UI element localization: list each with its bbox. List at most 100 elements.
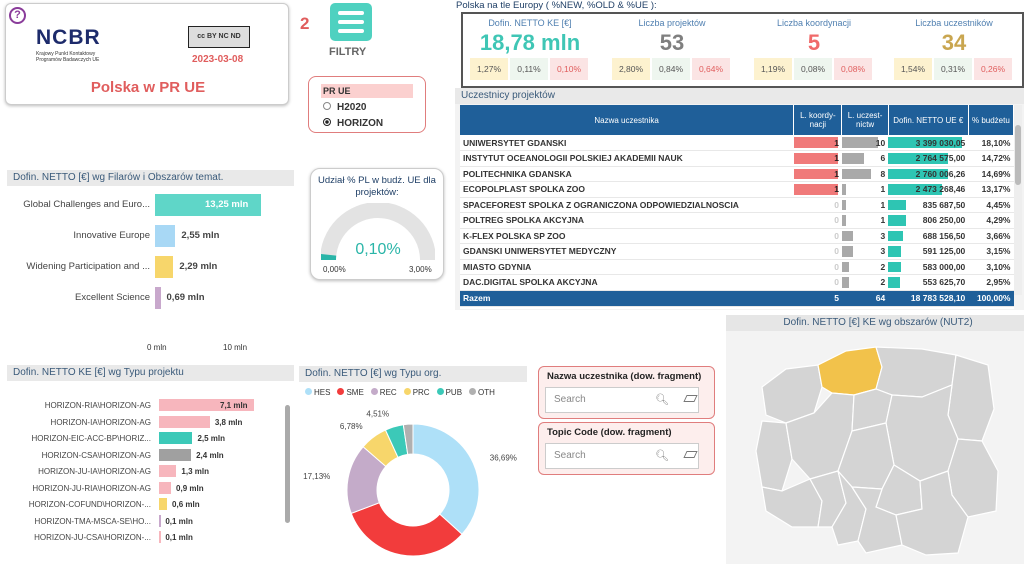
kpi-label: Dofin. NETTO KE [€] (488, 18, 572, 28)
legend-dot-icon (370, 388, 378, 395)
participant-search-box: Nazwa uczestnika (dow. fragment) Search … (538, 366, 715, 419)
project-type-bar[interactable] (159, 415, 210, 428)
amount-cell: 806 250,00 (888, 212, 969, 229)
legend-item[interactable]: HES (305, 388, 330, 397)
radio-horizon[interactable]: HORIZON (323, 118, 383, 129)
poland-map (755, 346, 999, 556)
legend-item[interactable]: REC (370, 388, 397, 397)
amount-bar (888, 184, 942, 195)
project-types-panel: Dofin. NETTO KE [€] wg Typu projektu HOR… (7, 365, 294, 564)
europe-title: Polska na tle Europy ( %NEW, %OLD & %UE … (456, 0, 657, 11)
amount-bar (888, 277, 901, 288)
project-type-label: HORIZON-JU-RIA\HORIZON-AG (32, 483, 151, 493)
report-date: 2023-03-08 (192, 54, 244, 65)
budget-pct: 13,17% (968, 181, 1014, 198)
donut-slice[interactable] (402, 423, 414, 455)
table-row[interactable]: SPACEFOREST SPOLKA Z OGRANICZONA ODPOWIE… (460, 197, 1014, 213)
table-row[interactable]: POLITECHNIKA GDANSKA 1 8 2 760 006,26 14… (460, 166, 1014, 182)
coord-cell: 0 (793, 197, 842, 213)
legend-item[interactable]: SME (337, 388, 364, 397)
pillar-value: 13,25 mln (205, 199, 249, 210)
filter-button[interactable]: FILTRY (326, 3, 374, 63)
table-row[interactable]: POLTREG SPOLKA AKCYJNA 0 1 806 250,00 4,… (460, 212, 1014, 229)
col-part[interactable]: L. uczest-nictw (841, 105, 889, 135)
topic-search-input[interactable]: Search (545, 443, 699, 469)
project-type-label: HORIZON-COFUND\HORIZON-... (28, 500, 151, 509)
coord-cell: 0 (793, 212, 842, 229)
project-type-label: HORIZON-CSA\HORIZON-AG (41, 450, 151, 460)
help-icon[interactable]: ? (9, 7, 26, 24)
budget-pct: 14,72% (968, 150, 1014, 167)
legend-item[interactable]: PRC (403, 388, 430, 397)
radio-h2020[interactable]: H2020 (323, 102, 366, 113)
table-row[interactable]: DAC.DIGITAL SPOLKA AKCYJNA 0 2 553 625,7… (460, 274, 1014, 291)
pillar-bar[interactable] (155, 225, 176, 247)
project-type-label: HORIZON-TMA-MSCA-SE\HO... (34, 516, 151, 526)
legend-label: SME (346, 388, 364, 397)
project-type-bar[interactable] (159, 531, 161, 543)
col-name[interactable]: Nazwa uczestnika (460, 105, 795, 135)
table-row[interactable]: ECOPOLPLAST SPOLKA ZOO 1 1 2 473 268,46 … (460, 181, 1014, 198)
legend-item[interactable]: OTH (469, 388, 495, 397)
table-row[interactable]: INSTYTUT OCEANOLOGII POLSKIEJ AKADEMII N… (460, 150, 1014, 167)
coord-bar (793, 137, 839, 148)
project-type-bar[interactable] (159, 498, 168, 510)
col-pct[interactable]: % budżetu (968, 105, 1014, 135)
donut-slice[interactable] (350, 502, 463, 557)
filter-count: 2 (300, 14, 310, 33)
project-type-label: HORIZON-JU-IA\HORIZON-AG (38, 467, 151, 476)
table-row[interactable]: UNIWERSYTET GDANSKI 1 10 3 399 030,05 18… (460, 135, 1014, 151)
col-coord[interactable]: L. koordy-nacji (793, 105, 843, 135)
kpi-card: Dofin. NETTO KE [€] 18,78 mln (465, 18, 595, 86)
part-cell: 1 (841, 212, 889, 229)
legend-dot-icon (337, 388, 345, 395)
participant-name: POLTREG SPOLKA AKCYJNA (460, 212, 794, 229)
project-type-bar[interactable] (159, 481, 172, 494)
project-type-bar[interactable] (159, 514, 161, 527)
amount-bar (888, 168, 949, 179)
part-bar (841, 199, 846, 210)
part-count: 1 (880, 199, 886, 210)
participant-search-input[interactable]: Search (545, 387, 699, 413)
table-row[interactable]: K-FLEX POLSKA SP ZOO 0 3 688 156,50 3,66… (460, 228, 1014, 244)
part-cell: 8 (841, 166, 889, 182)
part-bar (841, 153, 864, 164)
project-types-scrollbar[interactable] (285, 405, 290, 523)
map-title: Dofin. NETTO [€] KE wg obszarów (NUT2) (726, 315, 1024, 331)
amount-value: 806 250,00 (922, 215, 966, 226)
coord-count: 1 (834, 153, 839, 164)
kpi-percent: 0,64% (692, 58, 730, 80)
coord-cell: 1 (793, 135, 842, 151)
coord-cell: 0 (793, 259, 842, 275)
search-icon[interactable]: 🔍︎ (655, 450, 669, 462)
search-icon[interactable]: 🔍︎ (655, 394, 669, 406)
amount-value: 688 156,50 (922, 230, 966, 241)
donut-slice[interactable] (412, 423, 480, 535)
project-type-bar[interactable] (159, 399, 254, 411)
part-bar (841, 230, 853, 241)
coord-count: 0 (834, 261, 839, 272)
amount-value: 2 764 575,00 (915, 153, 966, 164)
pillar-bar[interactable] (155, 256, 174, 278)
project-type-bar[interactable] (159, 465, 177, 477)
table-scrollbar[interactable] (1014, 105, 1022, 295)
kpi-percent: 0,08% (794, 58, 832, 80)
coord-cell: 1 (793, 166, 842, 182)
project-type-bar[interactable] (159, 448, 192, 461)
participants-panel: Uczestnicy projektów Nazwa uczestnika L.… (455, 88, 1024, 310)
table-row[interactable]: GDANSKI UNIWERSYTET MEDYCZNY 0 3 591 125… (460, 243, 1014, 260)
pillar-bar[interactable] (155, 194, 261, 216)
project-type-bar[interactable] (159, 432, 193, 444)
legend-item[interactable]: PUB (436, 388, 462, 397)
project-type-value: 1,3 mln (181, 467, 209, 476)
pillar-bar[interactable] (155, 287, 161, 309)
budget-share-card: Udział % PL w budż. UE dla projektów: 0,… (310, 168, 444, 280)
col-amount[interactable]: Dofin. NETTO UE € (888, 105, 969, 135)
amount-cell: 2 760 006,26 (888, 166, 969, 182)
table-row[interactable]: MIASTO GDYNIA 0 2 583 000,00 3,10% (460, 259, 1014, 275)
amount-value: 3 399 030,05 (915, 137, 966, 148)
amount-bar (888, 246, 901, 257)
budget-pct: 3,15% (968, 243, 1014, 260)
donut-label: 4,51% (366, 409, 389, 418)
pillars-axis-max: 10 mln (223, 343, 248, 352)
